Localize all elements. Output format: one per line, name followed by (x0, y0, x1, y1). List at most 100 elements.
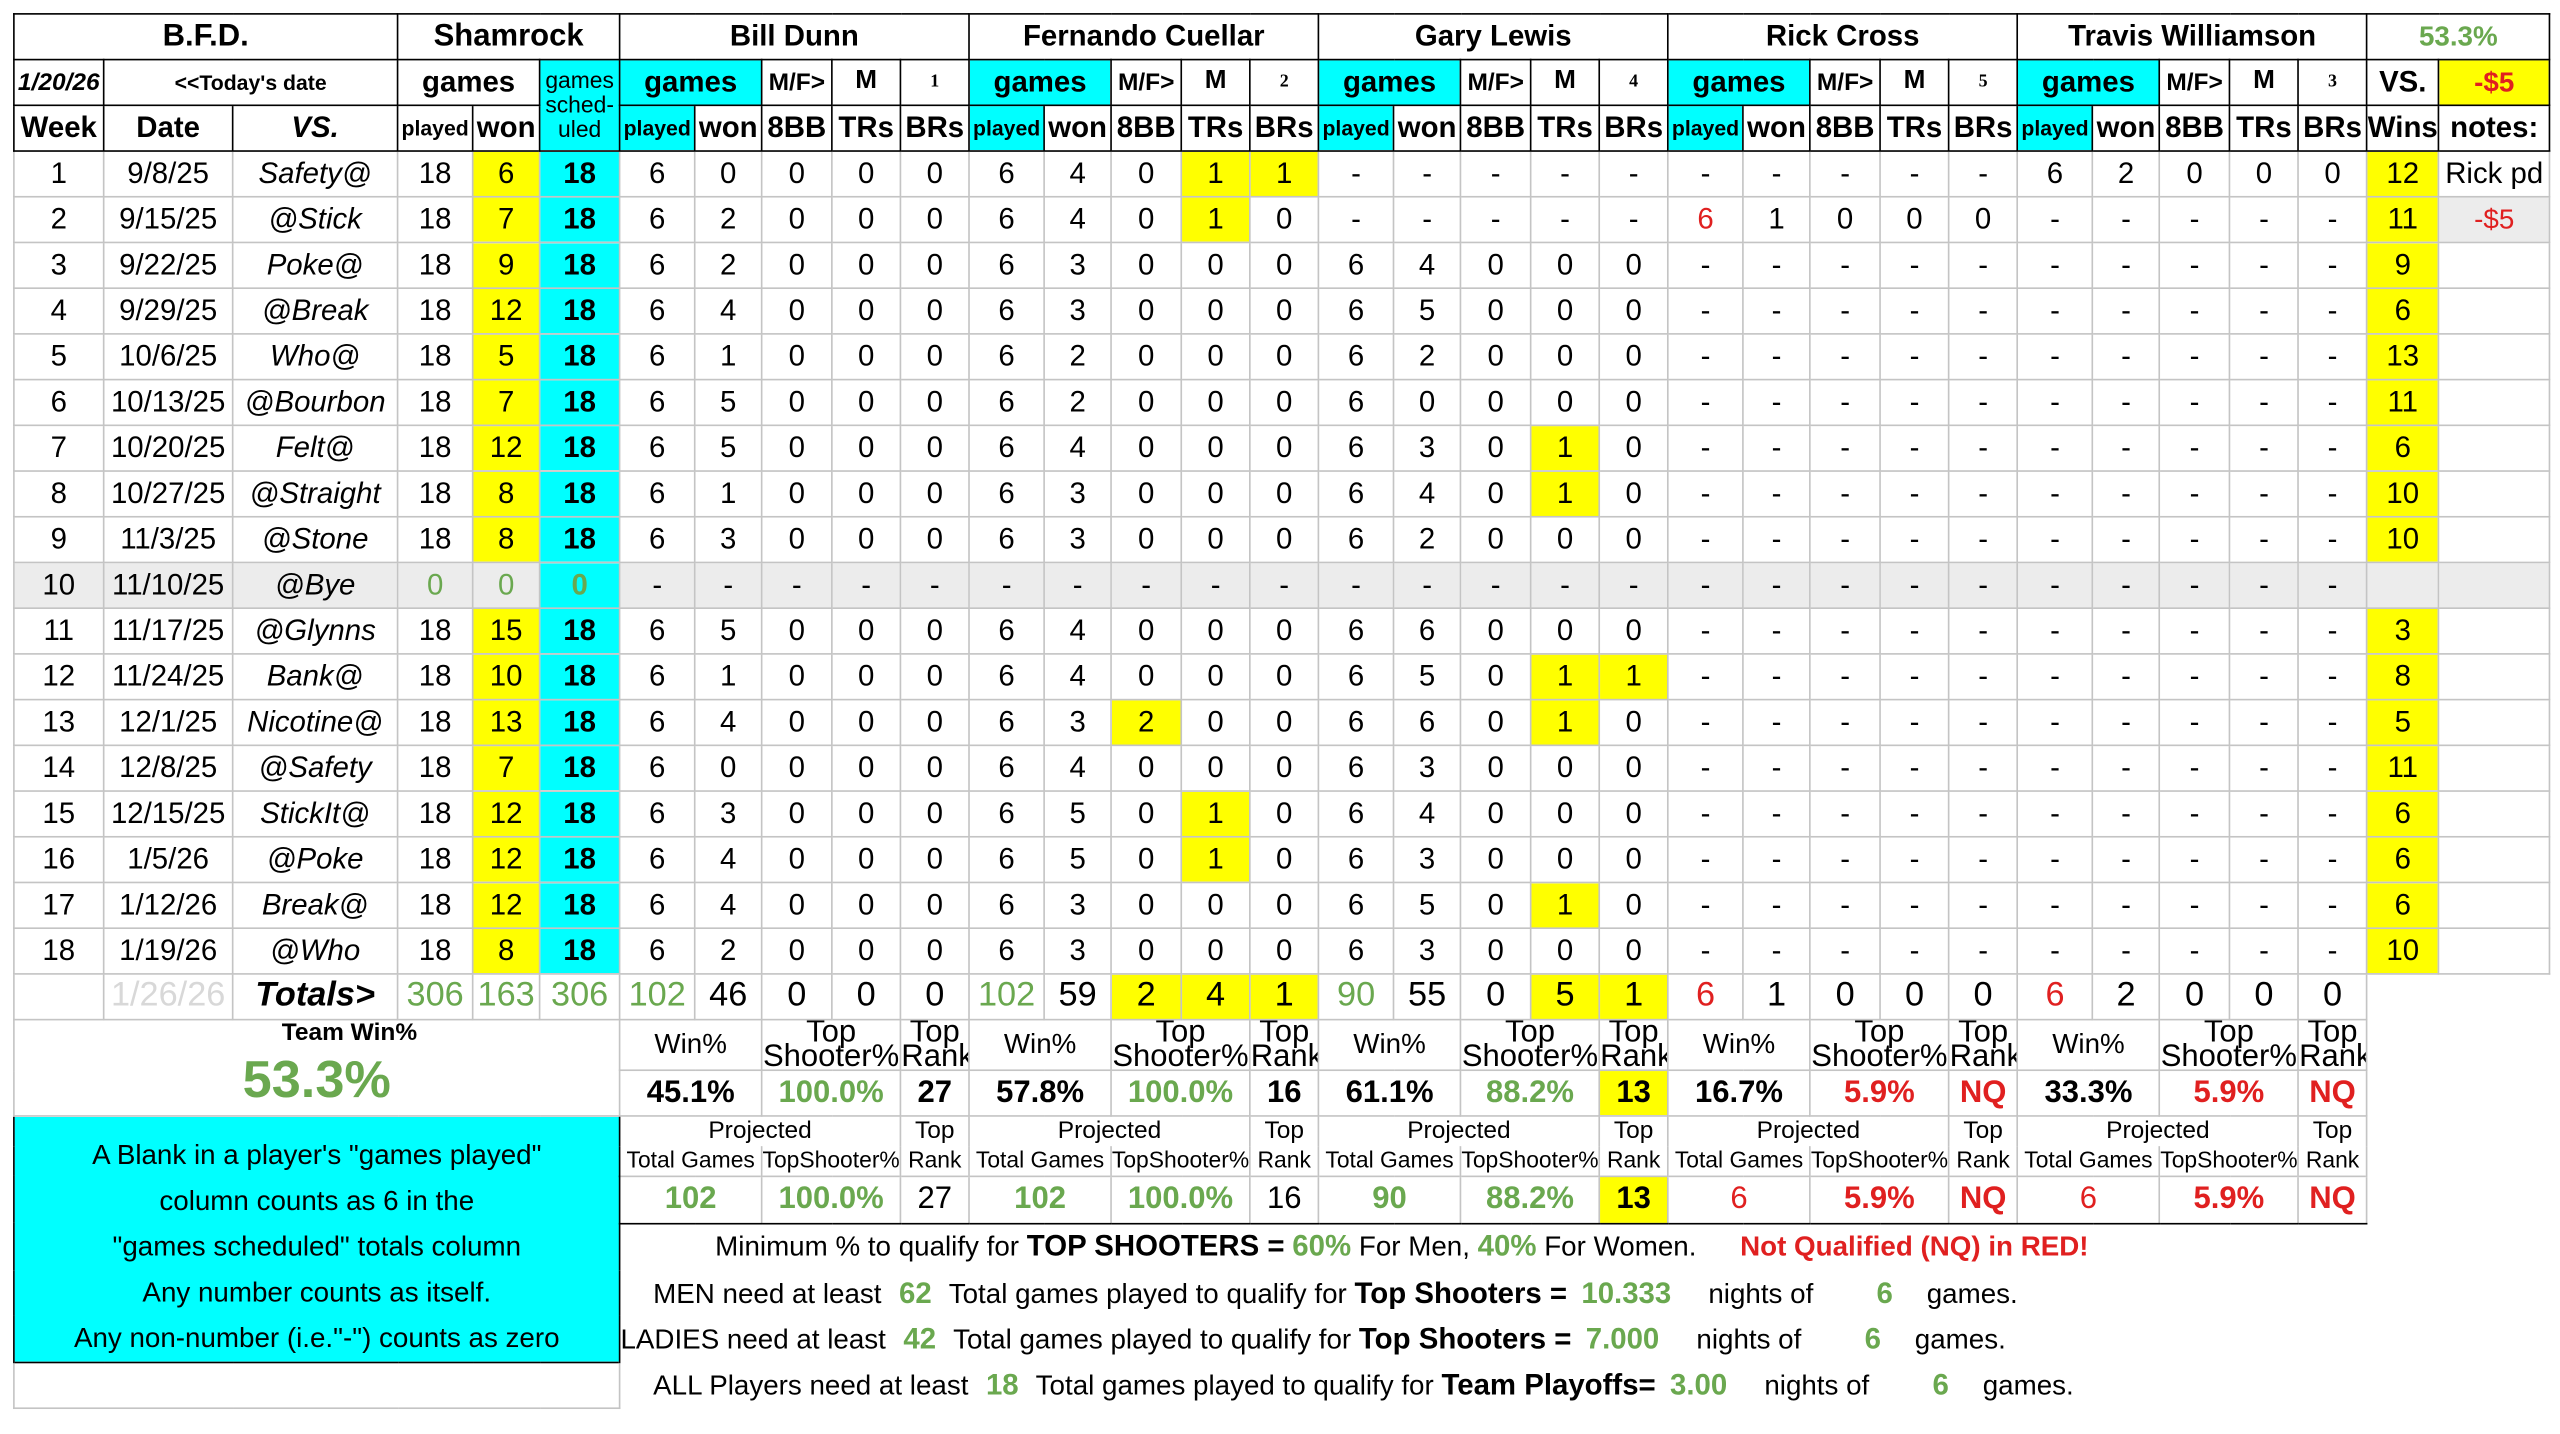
score: 10/20/25 (102, 424, 234, 472)
score: 18 (396, 744, 474, 792)
score: 0 (1529, 927, 1601, 975)
score: - (1879, 333, 1950, 381)
score: - (1879, 241, 1950, 289)
column-label: 8BB (1110, 104, 1183, 152)
score: 10/6/25 (102, 333, 234, 381)
score: 0 (1459, 470, 1532, 518)
projected-rank: 27 (899, 1174, 970, 1225)
note (2437, 698, 2551, 747)
score: 0 (899, 378, 970, 427)
score: 0 (1598, 607, 1669, 655)
score: 0 (1529, 790, 1601, 838)
score: 0 (1249, 287, 1320, 335)
blank (2366, 1070, 2439, 1116)
score: - (1947, 653, 2019, 701)
score: 2 (1043, 378, 1112, 427)
top-shooter-label: TopShooter% (1809, 1145, 1950, 1176)
column-label: BRs (1947, 104, 2019, 152)
score: 0 (899, 287, 970, 335)
score: 0 (1249, 241, 1320, 289)
score: 0 (899, 195, 970, 244)
total: 46 (693, 973, 763, 1021)
score: - (2228, 698, 2300, 747)
projected-rank: NQ (2297, 1174, 2368, 1225)
score: 0 (1180, 241, 1251, 289)
score: - (2158, 561, 2231, 609)
score: - (2091, 927, 2161, 975)
games-label: games (1317, 58, 1462, 107)
column-label: played (968, 104, 1045, 152)
score: 18 (538, 927, 621, 975)
top-shooter-pct: 100.0% (1110, 1069, 1251, 1117)
score: 6 (618, 881, 696, 930)
win-label: Win% (1667, 1018, 1811, 1072)
score: 0 (1110, 470, 1183, 518)
score: 0 (1249, 470, 1320, 518)
total: 0 (2158, 973, 2231, 1021)
score: - (1043, 561, 1112, 609)
score: 0 (760, 470, 833, 518)
projected-label: Projected (2016, 1115, 2300, 1146)
column-label: BRs (899, 104, 970, 152)
blank (2439, 974, 2550, 1020)
score: 1 (1529, 653, 1601, 701)
score: 18 (396, 607, 474, 655)
score: 6 (1317, 424, 1395, 472)
score: - (1947, 744, 2019, 792)
rank-label: Rank (1249, 1145, 1320, 1176)
score: @Break (231, 287, 399, 335)
score: 18 (538, 698, 621, 747)
score: 6 (1317, 835, 1395, 884)
score: - (1667, 835, 1744, 884)
score: 0 (1529, 744, 1601, 792)
score: 1 (1529, 470, 1601, 518)
total: 1 (1598, 973, 1669, 1021)
total: 2 (2091, 973, 2161, 1021)
week-row: 3 9/22/25 Poke@ 18 9 18 6 2 0 0 0 6 3 0 0 0 6 4 0 0 0- - - - - - -… (13, 241, 2551, 289)
score: 4 (1043, 150, 1112, 198)
score: 6 (968, 698, 1045, 747)
score: 4 (693, 881, 763, 930)
score: 6 (1317, 470, 1395, 518)
women-pct: 40% (1477, 1230, 1537, 1263)
team-name: Shamrock (396, 13, 621, 61)
score: 0 (1249, 424, 1320, 472)
score: - (1529, 150, 1601, 198)
score: 0 (1459, 927, 1532, 975)
column-label: played (2016, 104, 2094, 152)
score: 6 (618, 241, 696, 289)
total: 102 (618, 973, 696, 1021)
column-label: won (1392, 104, 1462, 152)
text: games. (1914, 1323, 2006, 1356)
score: 18 (396, 881, 474, 930)
score: - (2228, 470, 2300, 518)
score: 0 (1598, 790, 1669, 838)
note (2437, 607, 2551, 655)
score: - (1879, 927, 1950, 975)
score: - (1879, 424, 1950, 472)
top-rank: 27 (899, 1069, 970, 1117)
score-table: B.F.D. Shamrock Bill Dunn Fernando Cuellar G… (13, 13, 2551, 1410)
note (2437, 470, 2551, 518)
column-label: BRs (2297, 104, 2368, 152)
score: - (2158, 378, 2231, 427)
score: 5 (13, 333, 105, 381)
score: - (2297, 790, 2368, 838)
score: 6 (618, 835, 696, 884)
score: 6 (968, 607, 1045, 655)
week-row: 6 10/13/25 @Bourbon 18 7 18 6 5 0 0 0 6 2 0 0 0 6 0 0 0 0- - -… (13, 378, 2551, 427)
text: Total games played to qualify for (953, 1323, 1352, 1356)
score: 12/8/25 (102, 744, 234, 792)
score: 16 (13, 835, 105, 884)
score: 0 (1459, 515, 1532, 564)
score: 0 (760, 698, 833, 747)
score: - (2228, 744, 2300, 792)
label: Team Playoffs= (1441, 1368, 1656, 1401)
score: 0 (760, 287, 833, 335)
top-rank-label: Top Rank (1598, 1018, 1669, 1072)
score: 6 (968, 150, 1045, 198)
score: 2 (693, 241, 763, 289)
score: 6 (618, 744, 696, 792)
score: - (2228, 653, 2300, 701)
requirement-line: LADIES need at least 42 Total games play… (620, 1316, 2550, 1362)
